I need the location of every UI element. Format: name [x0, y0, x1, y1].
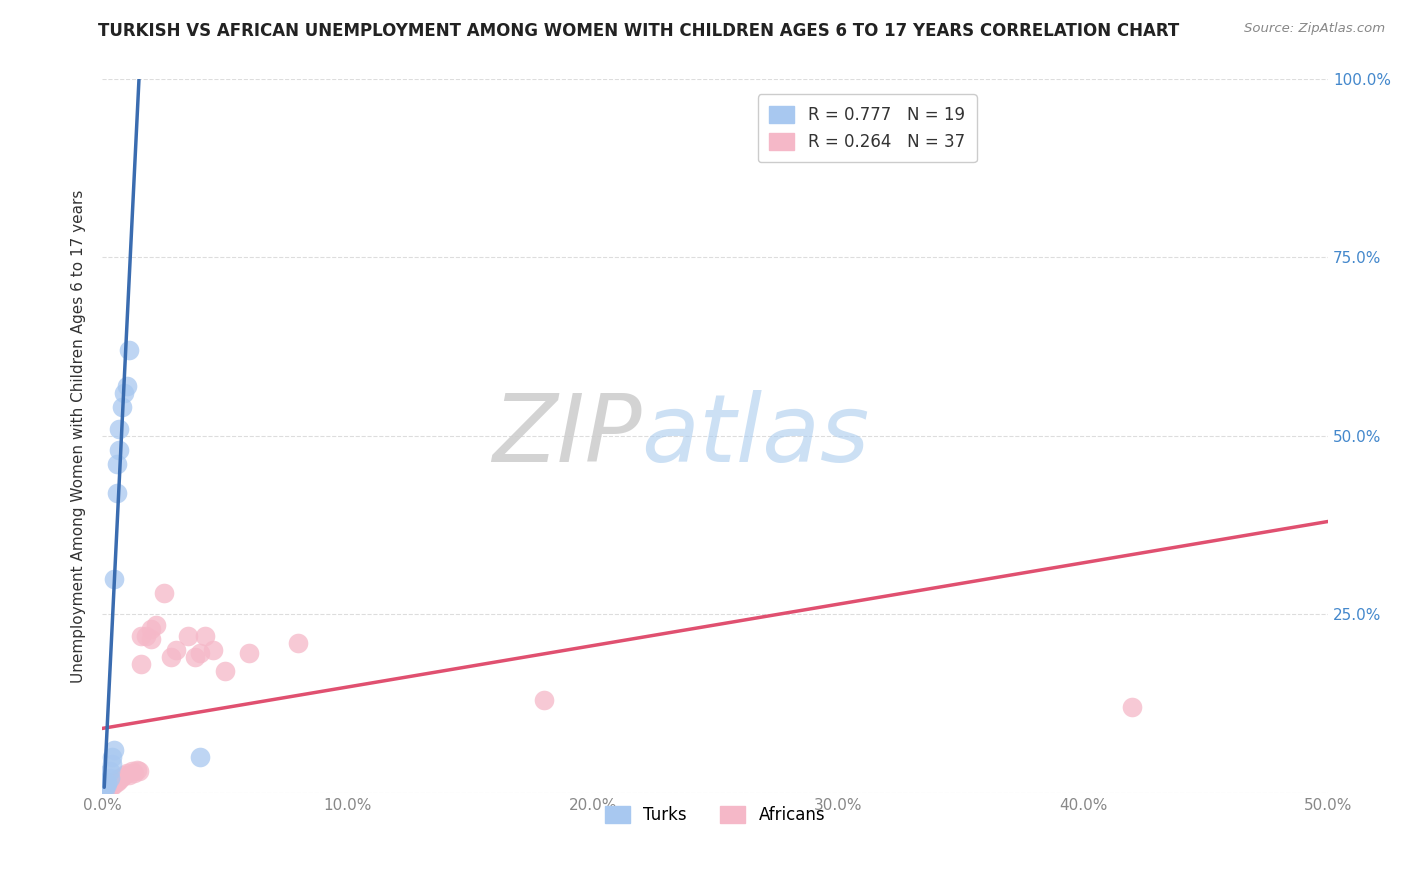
Point [131, 657, 153, 672]
Point [118, 768, 141, 782]
Point [98, 772, 121, 786]
Point [214, 665, 236, 679]
Point [121, 764, 143, 779]
Point [135, 629, 157, 643]
Text: TURKISH VS AFRICAN UNEMPLOYMENT AMONG WOMEN WITH CHILDREN AGES 6 TO 17 YEARS COR: TURKISH VS AFRICAN UNEMPLOYMENT AMONG WO… [98, 22, 1180, 40]
Point [96, 777, 118, 791]
Point [184, 650, 207, 665]
Point [98, 779, 121, 793]
Point [194, 629, 217, 643]
Point [93, 779, 115, 793]
Point [112, 386, 135, 401]
Point [165, 643, 187, 657]
Point [201, 643, 224, 657]
Point [1121, 700, 1143, 714]
Point [105, 486, 128, 500]
Point [111, 770, 134, 784]
Point [103, 572, 125, 586]
Point [103, 743, 125, 757]
Text: ZIP: ZIP [492, 391, 641, 482]
Point [108, 772, 131, 786]
Point [101, 750, 124, 764]
Point [125, 763, 148, 777]
Point [141, 622, 163, 636]
Y-axis label: Unemployment Among Women with Children Ages 6 to 17 years: Unemployment Among Women with Children A… [72, 189, 86, 682]
Point [93, 782, 115, 797]
Point [105, 775, 128, 789]
Point [152, 586, 174, 600]
Point [128, 764, 150, 779]
Point [105, 458, 128, 472]
Point [112, 768, 135, 782]
Point [177, 629, 200, 643]
Point [108, 422, 131, 436]
Point [115, 379, 138, 393]
Point [145, 618, 167, 632]
Point [141, 632, 163, 647]
Text: atlas: atlas [641, 391, 870, 482]
Point [108, 443, 131, 458]
Point [96, 780, 118, 794]
Point [131, 629, 153, 643]
Point [287, 636, 309, 650]
Point [105, 772, 128, 787]
Point [101, 757, 124, 772]
Point [93, 782, 115, 797]
Point [103, 777, 125, 791]
Point [118, 343, 141, 358]
Text: Source: ZipAtlas.com: Source: ZipAtlas.com [1244, 22, 1385, 36]
Point [108, 772, 131, 787]
Point [188, 647, 211, 661]
Point [115, 765, 138, 780]
Point [533, 693, 555, 707]
Point [98, 764, 121, 779]
Point [122, 765, 145, 780]
Point [238, 647, 260, 661]
Point [188, 750, 211, 764]
Point [96, 775, 118, 789]
Point [111, 401, 134, 415]
Legend: Turks, Africans: Turks, Africans [595, 797, 835, 834]
Point [160, 650, 183, 665]
Point [101, 775, 124, 789]
Point [101, 779, 124, 793]
